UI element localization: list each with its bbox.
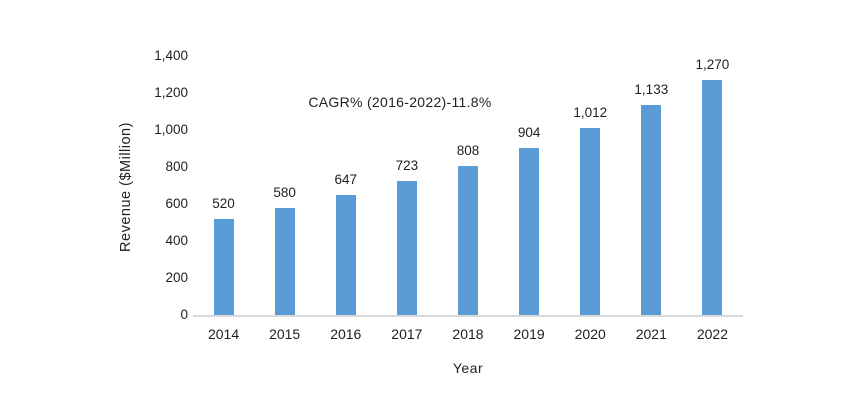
bar-value-label: 723: [395, 158, 419, 174]
y-tick-label: 600: [165, 196, 188, 211]
bar-slot: 1,133: [621, 56, 682, 315]
bar-value-label: 647: [334, 172, 358, 188]
bar: [519, 147, 540, 315]
cagr-annotation: CAGR% (2016-2022)-11.8%: [308, 94, 492, 110]
bar-value-label: 520: [212, 195, 235, 211]
y-tick-label: 400: [165, 233, 188, 248]
x-tick-label: 2022: [696, 326, 728, 342]
bar: [580, 127, 601, 315]
x-tick-label: 2019: [513, 326, 545, 342]
bar-slot: 647: [315, 56, 376, 315]
x-axis-tick-labels: 2014 2015 2016 2017 2018 2019 2020 2021 2022: [193, 326, 743, 342]
x-tick-label: 2016: [330, 326, 362, 342]
x-axis-title: Year: [452, 360, 484, 376]
bar-slot: 808: [437, 56, 498, 315]
bar-value-label: 1,270: [695, 57, 730, 73]
bar-value-label: 1,133: [634, 82, 669, 98]
x-tick-label: 2014: [207, 326, 240, 342]
x-tick-label: 2020: [574, 326, 606, 342]
y-axis-tick-labels: 0 200 400 600 800 1,000 1,200 1,400: [100, 0, 188, 340]
y-tick-label: 200: [165, 270, 188, 285]
bar: [702, 80, 723, 315]
y-tick-label: 800: [165, 159, 188, 174]
x-tick-label: 2015: [269, 326, 301, 342]
bar: [213, 218, 234, 315]
bar-value-label: 580: [273, 184, 296, 200]
bar-value-label: 904: [517, 124, 541, 140]
bar-value-label: 808: [456, 142, 480, 158]
bar-slot: 904: [499, 56, 560, 315]
x-tick-label: 2018: [452, 326, 484, 342]
bar: [335, 195, 356, 315]
bar-slot: 520: [193, 56, 254, 315]
bar: [457, 165, 478, 315]
y-tick-label: 0: [180, 307, 188, 322]
y-tick-label: 1,200: [154, 85, 188, 100]
bar-slot: 723: [376, 56, 437, 315]
bar-slot: 1,012: [560, 56, 621, 315]
bar: [396, 181, 417, 315]
bar: [641, 105, 662, 315]
x-tick-label: 2017: [391, 326, 423, 342]
y-tick-label: 1,000: [154, 122, 188, 137]
x-tick-label: 2021: [635, 326, 667, 342]
bar-slot: 580: [254, 56, 315, 315]
bar-slot: 1,270: [682, 56, 743, 315]
bar: [274, 207, 295, 315]
y-tick-label: 1,400: [154, 48, 188, 63]
plot-area: 520 580 647 723 808 904 1,012 1,133 1,270: [193, 56, 743, 317]
bar-value-label: 1,012: [573, 104, 608, 120]
